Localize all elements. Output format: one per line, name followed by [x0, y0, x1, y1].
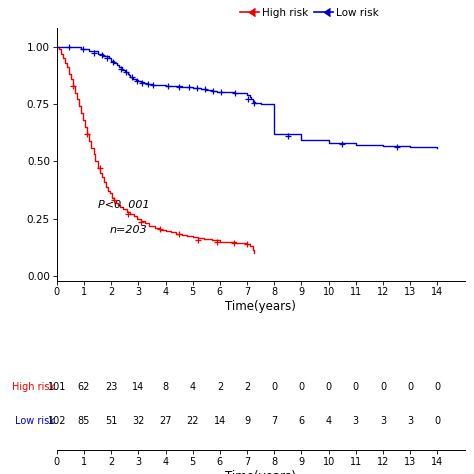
Text: 0: 0 [434, 417, 440, 427]
Text: 9: 9 [244, 417, 250, 427]
Text: 27: 27 [159, 417, 172, 427]
Text: 6: 6 [299, 417, 304, 427]
Text: 14: 14 [214, 417, 226, 427]
Legend: High risk, Low risk: High risk, Low risk [236, 0, 383, 22]
Text: 2: 2 [244, 382, 250, 392]
Text: 22: 22 [186, 417, 199, 427]
Text: 0: 0 [353, 382, 359, 392]
Text: 101: 101 [48, 382, 66, 392]
Text: 0: 0 [434, 382, 440, 392]
Text: 3: 3 [380, 417, 386, 427]
Text: 0: 0 [271, 382, 277, 392]
Text: 32: 32 [132, 417, 145, 427]
Text: 3: 3 [407, 417, 413, 427]
Text: n=203: n=203 [110, 225, 147, 235]
Text: 2: 2 [217, 382, 223, 392]
Text: 0: 0 [407, 382, 413, 392]
Text: 14: 14 [132, 382, 145, 392]
Text: 62: 62 [78, 382, 90, 392]
Text: 7: 7 [271, 417, 277, 427]
Text: 0: 0 [326, 382, 332, 392]
X-axis label: Time(years): Time(years) [225, 470, 296, 474]
Text: 0: 0 [299, 382, 304, 392]
X-axis label: Time(years): Time(years) [225, 300, 296, 313]
Text: 8: 8 [163, 382, 169, 392]
Text: 0: 0 [380, 382, 386, 392]
Text: 3: 3 [353, 417, 359, 427]
Text: High risk: High risk [12, 382, 55, 392]
Text: 4: 4 [190, 382, 196, 392]
Text: P<0. 001: P<0. 001 [98, 200, 149, 210]
Text: 51: 51 [105, 417, 118, 427]
Text: Low risk: Low risk [15, 417, 55, 427]
Text: 4: 4 [326, 417, 332, 427]
Text: 23: 23 [105, 382, 118, 392]
Text: 102: 102 [47, 417, 66, 427]
Text: 85: 85 [78, 417, 90, 427]
